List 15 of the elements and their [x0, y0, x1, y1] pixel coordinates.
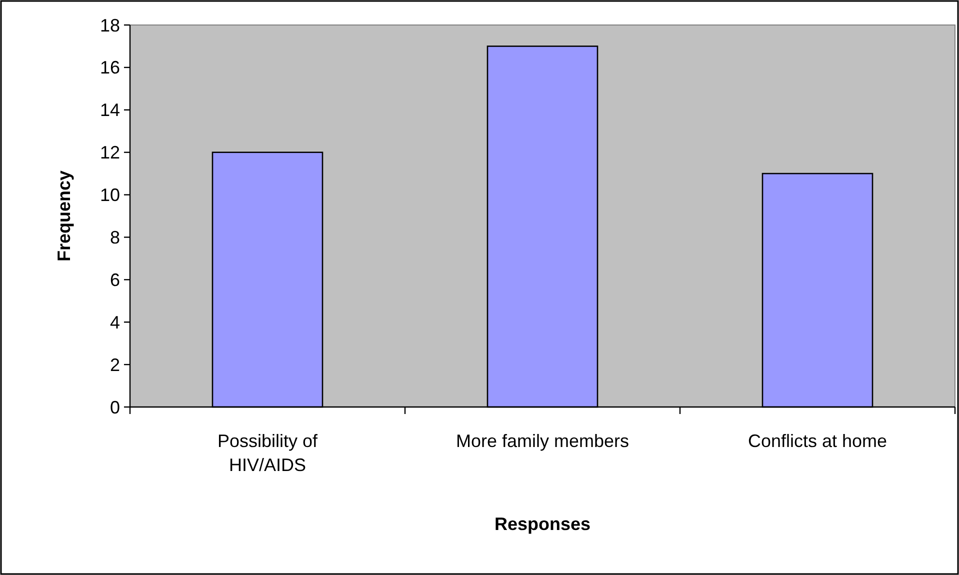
y-tick-label: 18 — [100, 15, 120, 36]
y-tick-label: 8 — [110, 228, 120, 248]
x-tick-label: More family members — [456, 431, 630, 451]
y-tick-label: 10 — [100, 185, 120, 206]
y-tick-label: 16 — [100, 58, 120, 78]
x-tick-label: Conflicts at home — [748, 431, 888, 451]
x-axis-title: Responses — [494, 514, 591, 534]
y-tick-label: 2 — [110, 354, 120, 375]
y-tick-label: 12 — [100, 142, 120, 163]
y-tick-label: 4 — [110, 312, 120, 332]
y-tick-label: 6 — [110, 270, 120, 290]
y-tick-label: 14 — [100, 100, 120, 120]
x-tick-label: Possibility of HIV/AIDS — [217, 431, 319, 475]
y-tick-label: 0 — [110, 397, 120, 418]
y-axis-title: Frequency — [54, 170, 74, 262]
